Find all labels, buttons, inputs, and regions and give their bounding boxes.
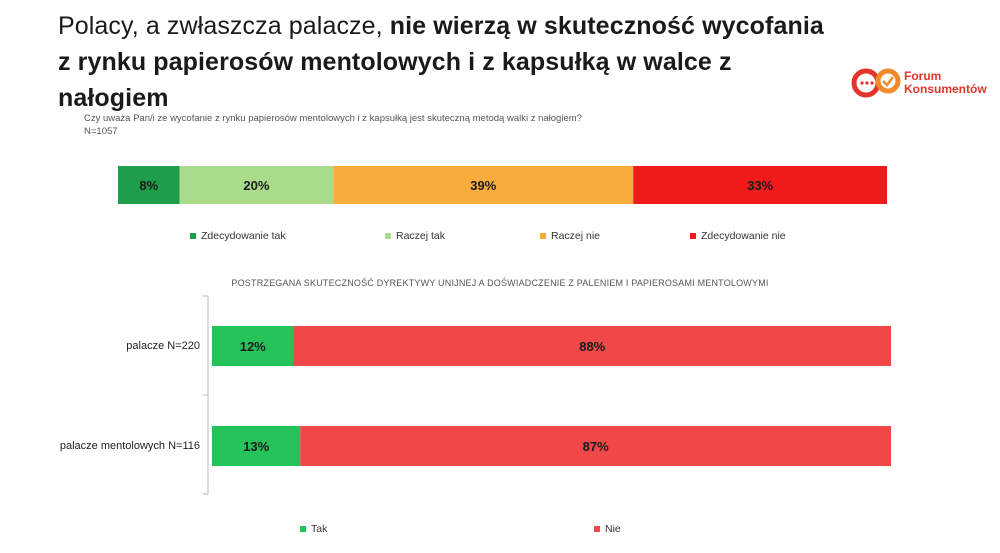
bar-segment-4 bbox=[633, 166, 887, 204]
bar-segment-row1-1 bbox=[212, 326, 294, 366]
legend-label: Tak bbox=[311, 523, 328, 535]
legend-label: Raczej nie bbox=[551, 230, 601, 242]
title-line-1: Polacy, a zwłaszcza palacze, nie wierzą … bbox=[58, 8, 848, 44]
legend-label: Zdecydowanie nie bbox=[701, 230, 786, 242]
page-title: Polacy, a zwłaszcza palacze, nie wierzą … bbox=[58, 8, 848, 116]
legend-swatch bbox=[690, 233, 696, 239]
legend-swatch bbox=[300, 526, 306, 532]
bar-label-3: 39% bbox=[470, 178, 496, 193]
logo-line-2: Konsumentów bbox=[904, 82, 987, 96]
title-bold-part: nie wierzą w skuteczność wycofania bbox=[389, 12, 824, 40]
bar-label-row1-2: 88% bbox=[579, 339, 605, 354]
bar-segment-2 bbox=[179, 166, 334, 204]
bar-label-1: 8% bbox=[139, 178, 158, 193]
bar-label-2: 20% bbox=[243, 178, 269, 193]
legend-item-3: Raczej nie bbox=[540, 230, 600, 242]
logo-line-1: Forum bbox=[904, 69, 942, 83]
legend-swatch bbox=[594, 526, 600, 532]
sample-size: N=1057 bbox=[84, 126, 118, 137]
legend-item-4: Zdecydowanie nie bbox=[690, 230, 786, 242]
bar-label-row2-1: 13% bbox=[243, 439, 269, 454]
logo-icon bbox=[851, 68, 901, 98]
legend-swatch bbox=[540, 233, 546, 239]
legend-label: Zdecydowanie tak bbox=[201, 230, 286, 242]
bar-segment-3 bbox=[333, 166, 634, 204]
bar-label-row2-2: 87% bbox=[583, 439, 609, 454]
logo-text: Forum Konsumentów bbox=[904, 70, 987, 96]
bar-segment-row1-2 bbox=[293, 326, 892, 366]
legend-label: Raczej tak bbox=[396, 230, 446, 242]
overall-stacked-bar-chart: 8% 20% 39% 33% bbox=[118, 166, 887, 204]
question-line: Czy uważa Pan/i ze wycofanie z rynku pap… bbox=[84, 113, 582, 124]
bar-segment-row2-1 bbox=[212, 426, 301, 466]
legend-swatch bbox=[190, 233, 196, 239]
question-text: Czy uważa Pan/i ze wycofanie z rynku pap… bbox=[84, 112, 582, 138]
legend-label: Nie bbox=[605, 523, 621, 535]
title-normal: Polacy, a zwłaszcza palacze, bbox=[58, 12, 390, 40]
legend-item-1: Zdecydowanie tak bbox=[190, 230, 286, 242]
bar-label-row1-1: 12% bbox=[240, 339, 266, 354]
bar-segment-1 bbox=[118, 166, 180, 204]
category-label-1: palacze N=220 bbox=[126, 340, 200, 352]
bar-segment-row2-2 bbox=[300, 426, 891, 466]
legend2-item-2: Nie bbox=[594, 523, 621, 535]
legend2-item-1: Tak bbox=[300, 523, 327, 535]
bar-label-4: 33% bbox=[747, 178, 773, 193]
category-label-2: palacze mentolowych N=116 bbox=[59, 440, 200, 452]
legend-swatch bbox=[385, 233, 391, 239]
legend-item-2: Raczej tak bbox=[385, 230, 445, 242]
chart-2-title: POSTRZEGANA SKUTECZNOŚĆ DYREKTYWY UNIJNE… bbox=[231, 278, 769, 288]
title-line-2: z rynku papierosów mentolowych i z kapsu… bbox=[58, 48, 732, 112]
